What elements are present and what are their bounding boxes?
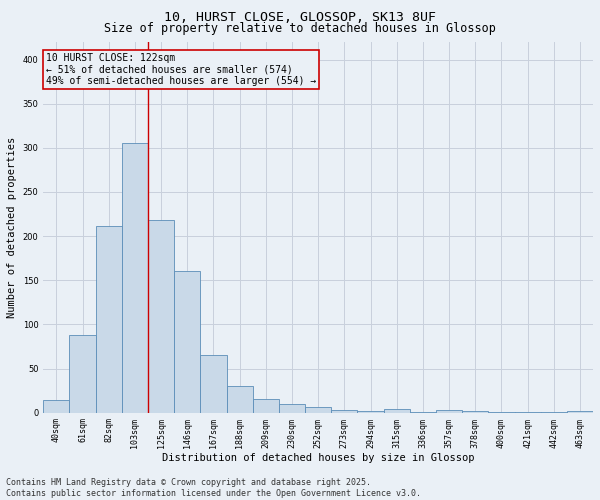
- Bar: [43, 400, 70, 412]
- Text: 10, HURST CLOSE, GLOSSOP, SK13 8UF: 10, HURST CLOSE, GLOSSOP, SK13 8UF: [164, 11, 436, 24]
- Bar: [148, 220, 174, 412]
- Bar: [70, 335, 95, 412]
- Bar: [253, 398, 279, 412]
- Text: Contains HM Land Registry data © Crown copyright and database right 2025.
Contai: Contains HM Land Registry data © Crown c…: [6, 478, 421, 498]
- X-axis label: Distribution of detached houses by size in Glossop: Distribution of detached houses by size …: [162, 453, 475, 463]
- Bar: [383, 409, 410, 412]
- Y-axis label: Number of detached properties: Number of detached properties: [7, 136, 17, 318]
- Bar: [227, 386, 253, 412]
- Bar: [279, 404, 305, 412]
- Bar: [305, 408, 331, 412]
- Bar: [462, 411, 488, 412]
- Bar: [331, 410, 358, 412]
- Bar: [567, 411, 593, 412]
- Bar: [200, 356, 227, 412]
- Bar: [122, 144, 148, 412]
- Bar: [436, 410, 462, 412]
- Bar: [174, 272, 200, 412]
- Text: 10 HURST CLOSE: 122sqm
← 51% of detached houses are smaller (574)
49% of semi-de: 10 HURST CLOSE: 122sqm ← 51% of detached…: [46, 53, 316, 86]
- Bar: [358, 411, 383, 412]
- Text: Size of property relative to detached houses in Glossop: Size of property relative to detached ho…: [104, 22, 496, 35]
- Bar: [95, 226, 122, 412]
